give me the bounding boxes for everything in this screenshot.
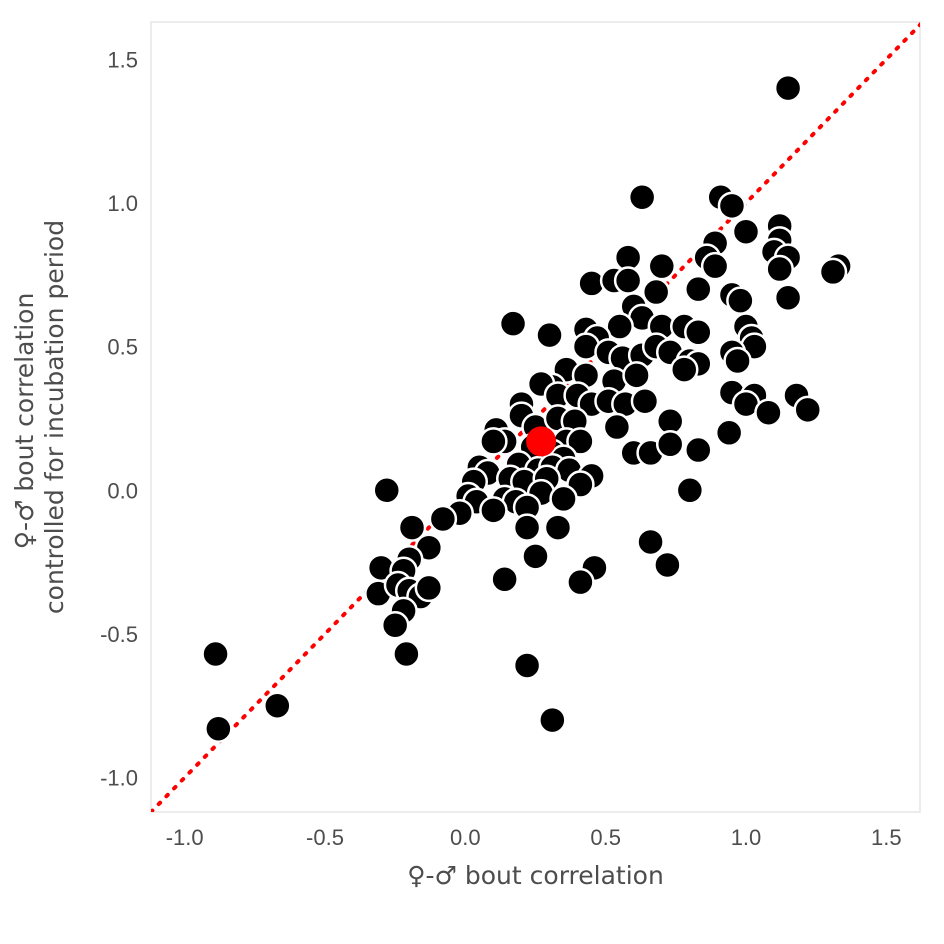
data-point-104 [549,484,578,514]
points-group [201,73,853,743]
data-point-77 [479,427,508,456]
data-point-30 [684,318,713,347]
data-point-132 [392,639,421,669]
data-point-117 [521,542,550,571]
y-axis-title: ♀-♂ bout correlation controlled for incu… [10,220,69,614]
data-point-0 [773,73,803,103]
y-tick-label-3: 0.5 [107,335,138,360]
y-axis-title-line-2: controlled for incubation period [40,220,69,614]
data-point-26 [498,309,528,338]
data-point-123 [566,567,595,597]
data-point-74 [714,418,744,448]
data-point-128 [414,573,444,603]
data-point-60 [630,386,660,416]
data-point-111 [397,513,427,542]
x-tick-label-3: 0.5 [590,825,621,850]
data-point-79 [566,427,595,456]
data-point-12 [773,283,803,313]
data-point-66 [793,395,822,425]
data-point-112 [512,513,542,542]
data-point-18 [726,286,755,315]
y-tick-label-4: 1.0 [107,191,138,216]
data-point-48 [669,355,699,384]
highlight-group [526,426,557,457]
x-axis-title: ♀-♂ bout correlation [407,861,664,890]
data-point-72 [602,412,632,442]
data-point-36 [535,320,564,350]
data-point-3 [717,191,747,221]
data-point-113 [543,513,573,542]
x-tick-label-1: -0.5 [306,825,344,850]
data-point-35 [723,346,752,376]
data-point-85 [655,430,685,459]
y-tick-label-2: 0.0 [107,478,138,503]
data-point-110 [428,504,458,534]
y-tick-label-5: 1.5 [107,47,138,72]
data-point-131 [201,639,230,669]
data-point-105 [675,476,705,505]
data-point-38 [605,312,634,341]
data-point-23 [613,266,643,295]
y-tick-label-1: -0.5 [100,622,138,647]
data-point-133 [512,651,542,680]
x-tick-label-4: 1.0 [731,825,762,850]
x-axis-ticks: -1.0 -0.5 0.0 0.5 1.0 1.5 [166,825,902,850]
data-point-1 [627,182,657,212]
data-point-116 [636,527,665,557]
data-point-136 [204,714,233,743]
data-point-11 [818,257,848,287]
data-point-107 [479,496,508,525]
y-axis-ticks: -1.0 -0.5 0.0 0.5 1.0 1.5 [100,47,138,790]
data-point-130 [380,611,410,640]
highlight-point [526,426,557,457]
y-tick-label-0: -1.0 [100,766,138,791]
data-point-134 [263,691,292,720]
data-point-122 [490,565,519,594]
data-point-64 [754,398,783,427]
data-point-16 [684,274,713,304]
data-point-24 [641,277,671,307]
data-point-106 [372,476,402,505]
data-point-135 [538,705,567,735]
data-point-20 [647,251,677,281]
data-point-15 [700,251,730,281]
x-tick-label-5: 1.5 [871,825,902,850]
x-tick-label-0: -1.0 [166,825,204,850]
y-axis-title-line-1: ♀-♂ bout correlation [10,293,39,550]
data-point-52 [622,361,651,390]
x-tick-label-2: 0.0 [450,825,481,850]
data-point-9 [765,254,794,284]
data-point-120 [653,550,682,580]
data-point-86 [684,435,713,465]
data-point-4 [731,217,761,246]
